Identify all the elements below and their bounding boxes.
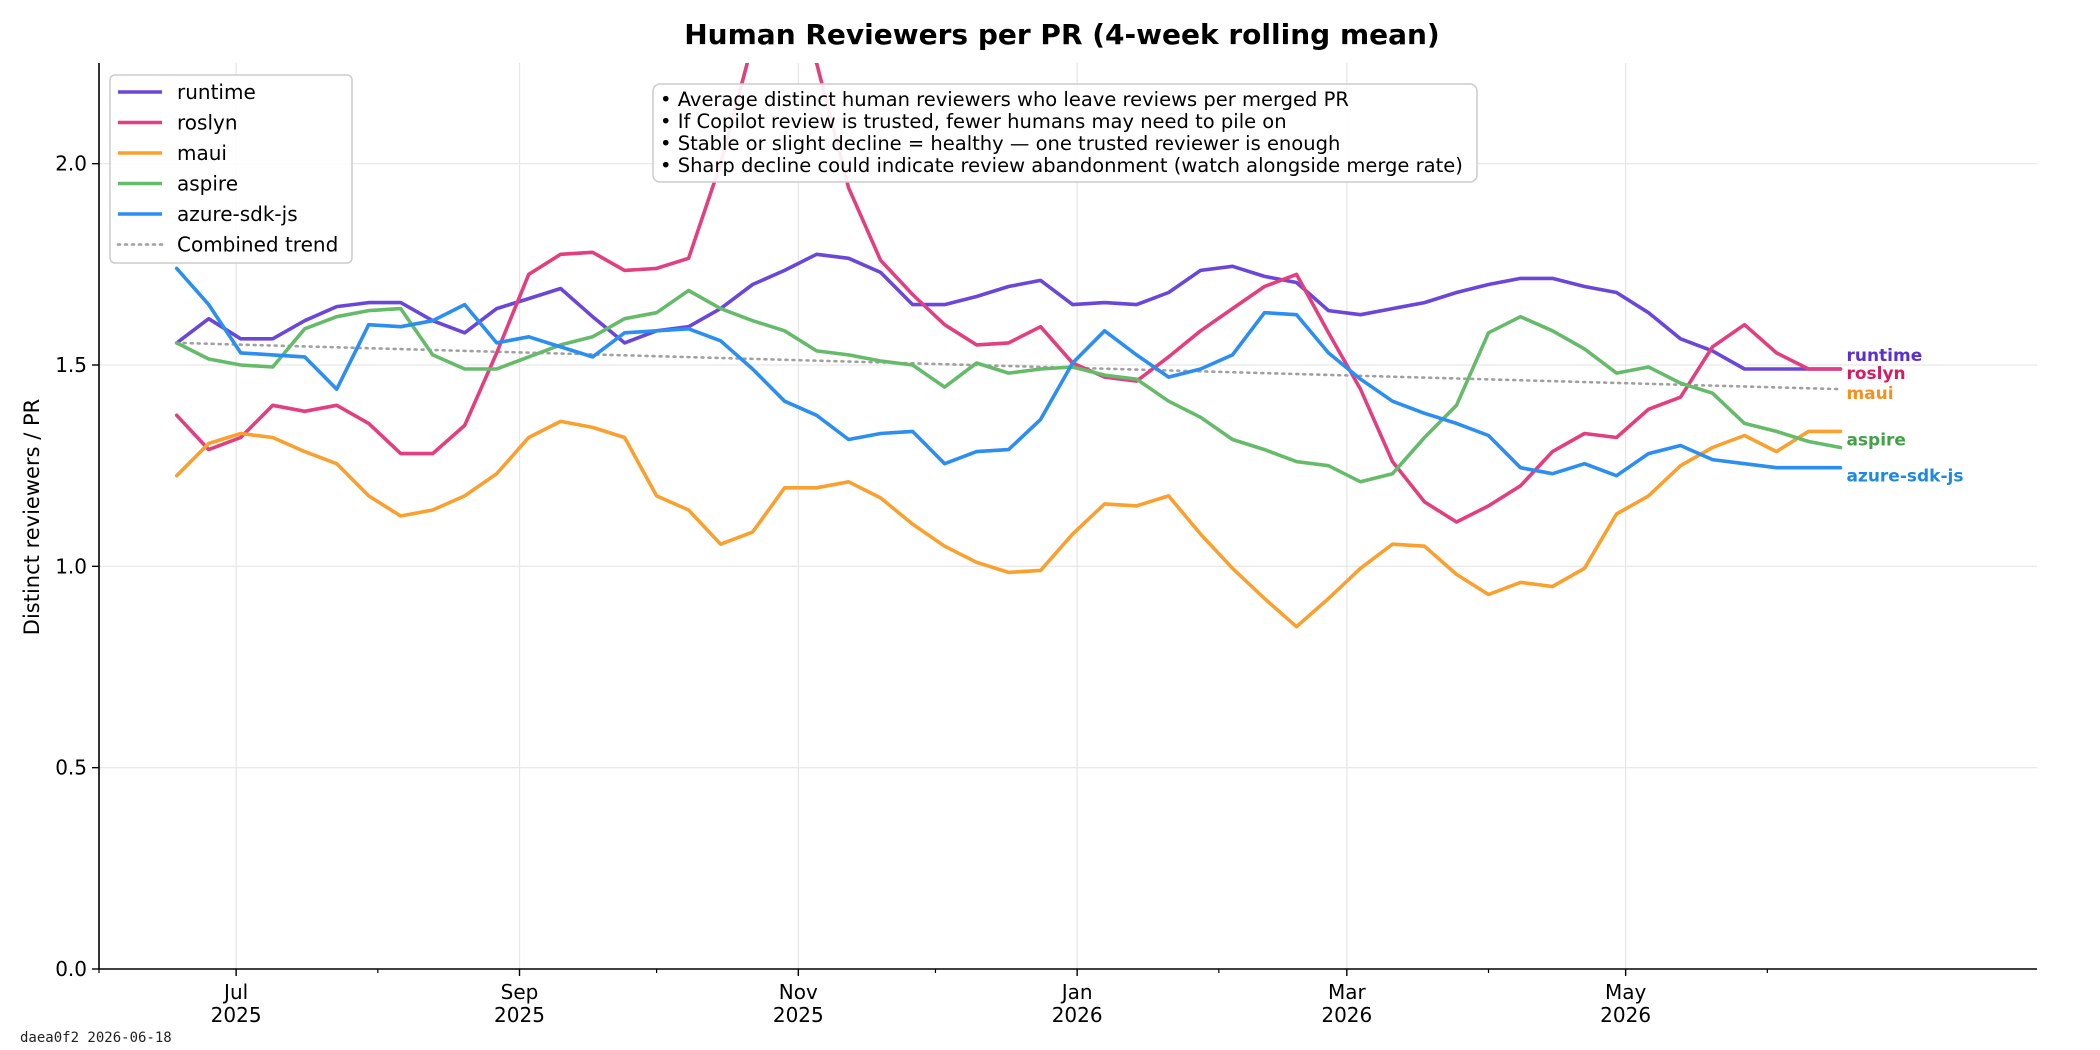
x-tick-label-month: May bbox=[1605, 980, 1647, 1004]
series-line-azure-sdk-js bbox=[174, 266, 1843, 478]
legend-label-roslyn: roslyn bbox=[177, 111, 238, 135]
axes: 0.00.51.01.52.0Jul2025Sep2025Nov2025Jan2… bbox=[55, 63, 2037, 1027]
end-label-azure-sdk-js: azure-sdk-js bbox=[1846, 467, 1963, 487]
series-line-runtime bbox=[174, 252, 1843, 371]
y-axis-label: Distinct reviewers / PR bbox=[20, 399, 44, 635]
annotation-line: • If Copilot review is trusted, fewer hu… bbox=[660, 110, 1287, 133]
legend-label-maui: maui bbox=[177, 141, 227, 165]
end-label-roslyn: roslyn bbox=[1846, 364, 1905, 384]
y-tick-label: 2.0 bbox=[55, 152, 87, 176]
annotation-line: • Stable or slight decline = healthy — o… bbox=[660, 132, 1340, 155]
legend-frame bbox=[109, 74, 353, 264]
x-tick-label-year: 2026 bbox=[1321, 1003, 1372, 1027]
annotation-line: • Average distinct human reviewers who l… bbox=[660, 88, 1349, 111]
series-line-maui bbox=[174, 419, 1843, 629]
legend: runtime roslyn maui aspire azure-sdk-js Combi… bbox=[109, 74, 353, 264]
annotation-frame bbox=[652, 83, 1478, 183]
y-tick-label: 0.5 bbox=[55, 756, 87, 780]
x-tick-label-month: Sep bbox=[501, 980, 539, 1004]
series-line-aspire bbox=[174, 288, 1843, 484]
annotation-line: • Sharp decline could indicate review ab… bbox=[660, 154, 1463, 177]
x-tick-label-month: Nov bbox=[779, 980, 818, 1004]
grid bbox=[99, 63, 2037, 969]
legend-label-azure-sdk-js: azure-sdk-js bbox=[177, 202, 298, 226]
legend-label-runtime: runtime bbox=[177, 80, 256, 104]
footer-commit-date: daea0f2 2026-06-18 bbox=[20, 1030, 172, 1046]
end-label-runtime: runtime bbox=[1846, 346, 1922, 366]
combined-trend-line bbox=[175, 341, 1842, 391]
chart-title: Human Reviewers per PR (4-week rolling m… bbox=[684, 18, 1439, 51]
y-tick-label: 0.0 bbox=[55, 957, 87, 981]
x-tick-label-year: 2026 bbox=[1052, 1003, 1103, 1027]
x-tick-label-month: Mar bbox=[1328, 980, 1367, 1004]
series-line-roslyn bbox=[174, 63, 1843, 524]
series-lines bbox=[174, 63, 1843, 629]
annotation-box: • Average distinct human reviewers who l… bbox=[652, 83, 1478, 183]
end-label-aspire: aspire bbox=[1846, 430, 1906, 450]
x-tick-label-year: 2026 bbox=[1600, 1003, 1651, 1027]
y-tick-label: 1.5 bbox=[55, 353, 87, 377]
x-tick-label-year: 2025 bbox=[494, 1003, 545, 1027]
x-tick-label-month: Jan bbox=[1060, 980, 1093, 1004]
x-tick-label-year: 2025 bbox=[211, 1003, 262, 1027]
y-tick-label: 1.0 bbox=[55, 554, 87, 578]
end-label-maui: maui bbox=[1846, 384, 1893, 404]
legend-label-aspire: aspire bbox=[177, 172, 238, 196]
x-tick-label-month: Jul bbox=[222, 980, 248, 1004]
legend-label-combined-trend: Combined trend bbox=[177, 233, 338, 257]
x-tick-label-year: 2025 bbox=[773, 1003, 824, 1027]
